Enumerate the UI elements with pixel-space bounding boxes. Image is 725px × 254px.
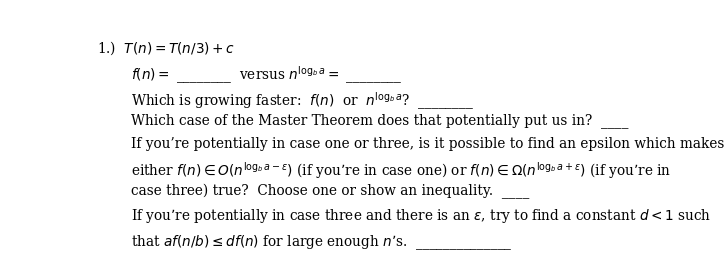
Text: $f(n) = $ ________  versus $n^{\log_b a} = $ ________: $f(n) = $ ________ versus $n^{\log_b a} …	[131, 65, 402, 86]
Text: If you’re potentially in case one or three, is it possible to find an epsilon wh: If you’re potentially in case one or thr…	[131, 137, 724, 151]
Text: Which case of the Master Theorem does that potentially put us in?  ____: Which case of the Master Theorem does th…	[131, 114, 629, 129]
Text: If you’re potentially in case three and there is an $\varepsilon$, try to find a: If you’re potentially in case three and …	[131, 208, 711, 226]
Text: case three) true?  Choose one or show an inequality.  ____: case three) true? Choose one or show an …	[131, 184, 529, 199]
Text: either $f(n) \in O(n^{\log_b a-\varepsilon})$ (if you’re in case one) or $f(n) \: either $f(n) \in O(n^{\log_b a-\varepsil…	[131, 161, 671, 181]
Text: Which is growing faster:  $f(n)$  or  $n^{\log_b a}$?  ________: Which is growing faster: $f(n)$ or $n^{\…	[131, 90, 474, 112]
Text: that $af(n/b) \leq df(n)$ for large enough $n$’s.  ______________: that $af(n/b) \leq df(n)$ for large enou…	[131, 233, 513, 252]
Text: 1.)  $T(n) = T(n/3) + c$: 1.) $T(n) = T(n/3) + c$	[97, 39, 236, 57]
